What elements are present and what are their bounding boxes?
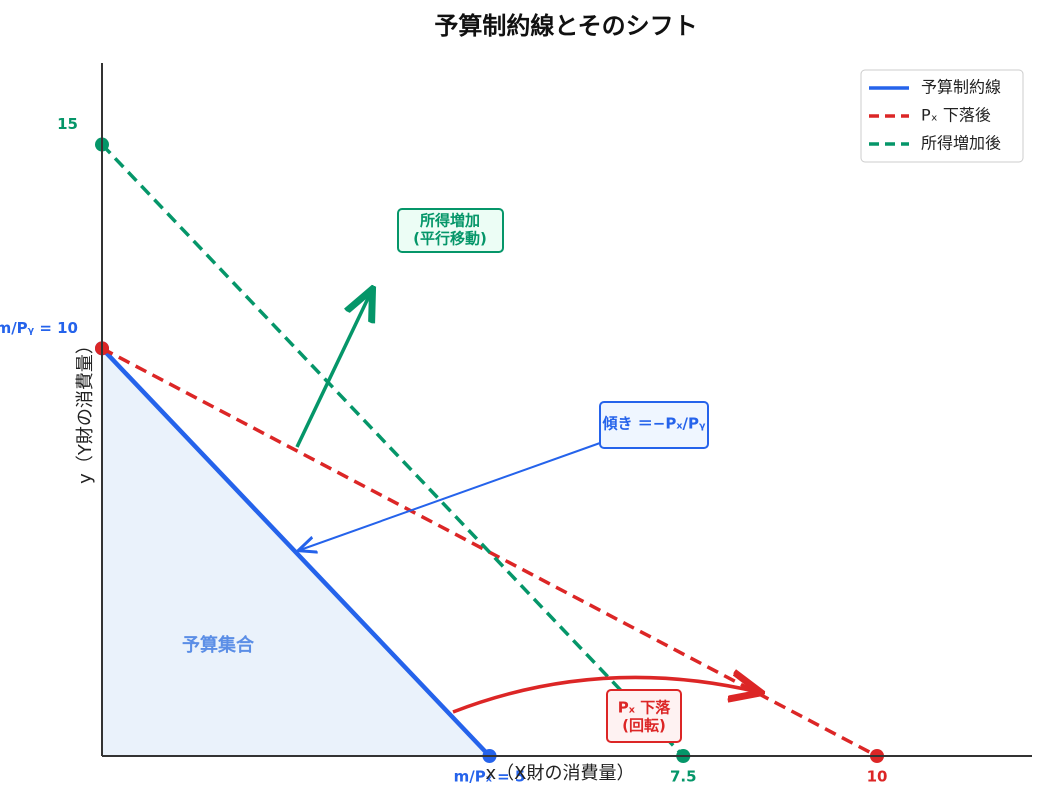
annotation-box (397, 208, 504, 253)
y-tick-label: m/Pᵧ = 10 (0, 319, 78, 337)
legend-label: 所得増加後 (921, 134, 1001, 153)
legend-label: 予算制約線 (921, 78, 1001, 97)
annotation-text: Pₓ 下落 (618, 699, 671, 717)
y-axis-label: y（Y財の消費量） (75, 336, 96, 484)
x-axis-label: x（X財の消費量） (486, 763, 635, 784)
annotation-box (606, 689, 682, 743)
x-tick-label: 10 (867, 768, 888, 786)
annotation-text: (回転) (622, 717, 666, 735)
annotation-text: (平行移動) (413, 230, 487, 248)
income-arrow (295, 292, 371, 448)
rotate-arrow (452, 677, 758, 714)
x-tick-label: 7.5 (670, 768, 697, 786)
annotation-text: 傾き ＝−Pₓ/Pᵧ (602, 415, 706, 433)
legend-label: Pₓ 下落後 (921, 106, 991, 125)
slope-arrow (300, 442, 601, 550)
x-tick-label: m/Pₓ = 5 (454, 768, 526, 786)
annotation-box (599, 401, 709, 449)
annotation-text: 予算集合 (182, 634, 255, 656)
annotation-text: 所得増加 (420, 212, 480, 230)
y-tick-label: 15 (57, 115, 78, 133)
series-line (100, 143, 685, 758)
legend-box (860, 69, 1024, 163)
chart-title: 予算制約線とそのシフト (434, 12, 697, 40)
